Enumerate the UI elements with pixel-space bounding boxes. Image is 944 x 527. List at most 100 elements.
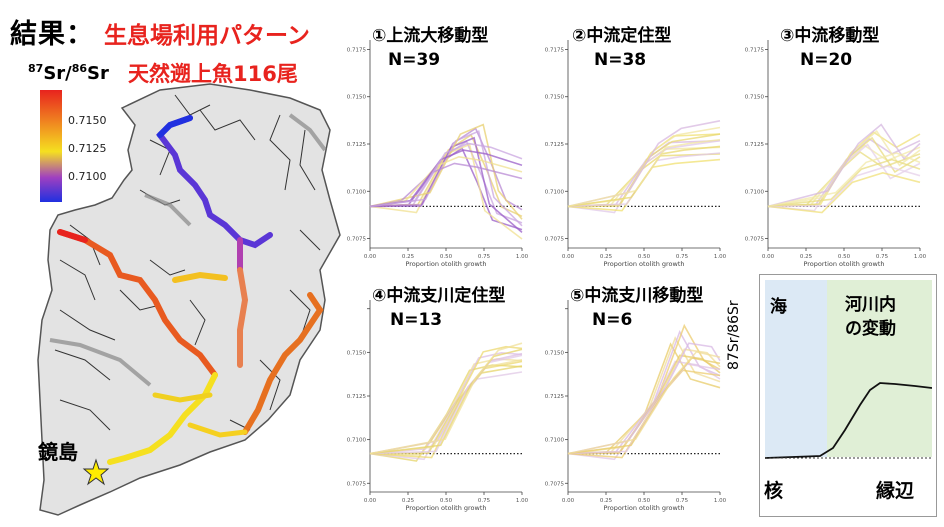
panel-4-title: ④中流支川定住型 (372, 286, 506, 306)
series-line (567, 354, 721, 455)
series-line (767, 171, 921, 214)
series-line (567, 342, 721, 455)
core-label: 核 (764, 480, 784, 502)
series-line (567, 360, 721, 461)
river-east-orange (242, 292, 324, 435)
x-tick-label: 0.00 (364, 498, 377, 504)
x-tick-label: 0.25 (800, 254, 813, 260)
series-line (369, 342, 523, 455)
y-tick-label: 0.7125 (545, 142, 565, 148)
panel-1-title: ①上流大移動型 (372, 26, 489, 46)
series-line (369, 123, 523, 220)
y-tick-label: 0.7175 (745, 47, 765, 53)
river-trib-yellow (172, 271, 228, 283)
colorbar-tick: 0.7150 (68, 114, 107, 127)
y-tick-label: 0.7150 (745, 95, 765, 101)
schema-panel (759, 274, 937, 517)
series-line (369, 127, 523, 211)
y-tick-label: 0.7100 (347, 189, 367, 195)
river-label-1: 河川内 (845, 295, 896, 315)
x-axis-label: Proportion otolith growth (405, 504, 486, 512)
y-tick-label: 0.7125 (347, 142, 367, 148)
x-axis-label: Proportion otolith growth (603, 260, 684, 268)
x-tick-label: 0.50 (838, 254, 851, 260)
panel-2-n: N=38 (594, 50, 647, 70)
series-line (369, 142, 523, 208)
colorbar-tick: 0.7100 (68, 170, 107, 183)
series-line (767, 123, 921, 208)
river-main-orange (237, 267, 249, 368)
schema-curve (765, 382, 932, 459)
series-line (567, 133, 721, 208)
y-tick-label: 0.7075 (347, 481, 367, 487)
series-line (369, 130, 523, 227)
series-line (369, 365, 523, 455)
series-line (767, 165, 921, 208)
series-line (767, 158, 921, 208)
result-label: 結果： (10, 19, 94, 50)
river-gray-2 (144, 193, 192, 227)
panel-5-n: N=6 (592, 310, 633, 330)
y-tick-label: 0.7075 (545, 237, 565, 243)
y-tick-label: 0.7125 (545, 394, 565, 400)
x-tick-label: 0.25 (402, 498, 415, 504)
x-axis-label: Proportion otolith growth (405, 260, 486, 268)
series-line (369, 359, 523, 455)
river-map (37, 83, 341, 516)
river-gray-1 (49, 338, 152, 387)
x-axis-label: Proportion otolith growth (803, 260, 884, 268)
series-line (369, 364, 523, 462)
x-tick-label: 0.75 (478, 254, 491, 260)
y-tick-label: 0.7125 (347, 394, 367, 400)
schema-line (765, 382, 932, 459)
series-line (567, 139, 721, 208)
y-tick-label: 0.7100 (545, 189, 565, 195)
river-gray-3 (288, 113, 327, 152)
series-line (369, 360, 523, 459)
y-tick-label: 0.7100 (347, 438, 367, 444)
x-tick-label: 0.00 (364, 254, 377, 260)
series-line (369, 136, 523, 234)
x-tick-label: 1.00 (516, 254, 529, 260)
river-label-2: の変動 (845, 319, 896, 339)
river-low-yellow (187, 422, 248, 438)
river-upstream-cap (157, 115, 193, 138)
y-tick-label: 0.7175 (545, 47, 565, 53)
series-line (567, 138, 721, 208)
river-west-cap (57, 229, 88, 243)
x-tick-label: 0.50 (440, 498, 453, 504)
series-line (567, 336, 721, 455)
river-zone (827, 280, 932, 457)
x-tick-label: 1.00 (714, 498, 727, 504)
x-tick-label: 0.75 (676, 254, 689, 260)
series-line (567, 351, 721, 455)
x-axis-label: Proportion otolith growth (603, 504, 684, 512)
x-tick-label: 0.25 (402, 254, 415, 260)
y-tick-label: 0.7150 (347, 350, 367, 356)
x-tick-label: 0.75 (478, 498, 491, 504)
series-line (567, 146, 721, 208)
pattern-label: 生息場利用パターン (104, 23, 310, 49)
x-tick-label: 0.00 (562, 498, 575, 504)
x-tick-label: 0.50 (440, 254, 453, 260)
series-line (369, 348, 523, 455)
y-tick-label: 0.7150 (347, 95, 367, 101)
colorbar (40, 90, 62, 202)
series-line (767, 152, 921, 208)
panel-4-n: N=13 (390, 310, 443, 330)
x-tick-label: 0.75 (876, 254, 889, 260)
y-tick-label: 0.7150 (545, 95, 565, 101)
sea-zone (765, 280, 827, 457)
x-tick-label: 0.50 (638, 498, 651, 504)
x-tick-label: 1.00 (714, 254, 727, 260)
river-west-red (57, 229, 218, 378)
x-tick-label: 0.25 (600, 254, 613, 260)
x-tick-label: 0.00 (762, 254, 775, 260)
panel-3-title: ③中流移動型 (780, 26, 880, 46)
y-tick-label: 0.7100 (545, 438, 565, 444)
colorbar-tick: 0.7125 (68, 142, 107, 155)
x-tick-label: 1.00 (914, 254, 927, 260)
series-line (369, 354, 523, 455)
series-line (369, 371, 523, 461)
panel-3-n: N=20 (800, 50, 853, 70)
